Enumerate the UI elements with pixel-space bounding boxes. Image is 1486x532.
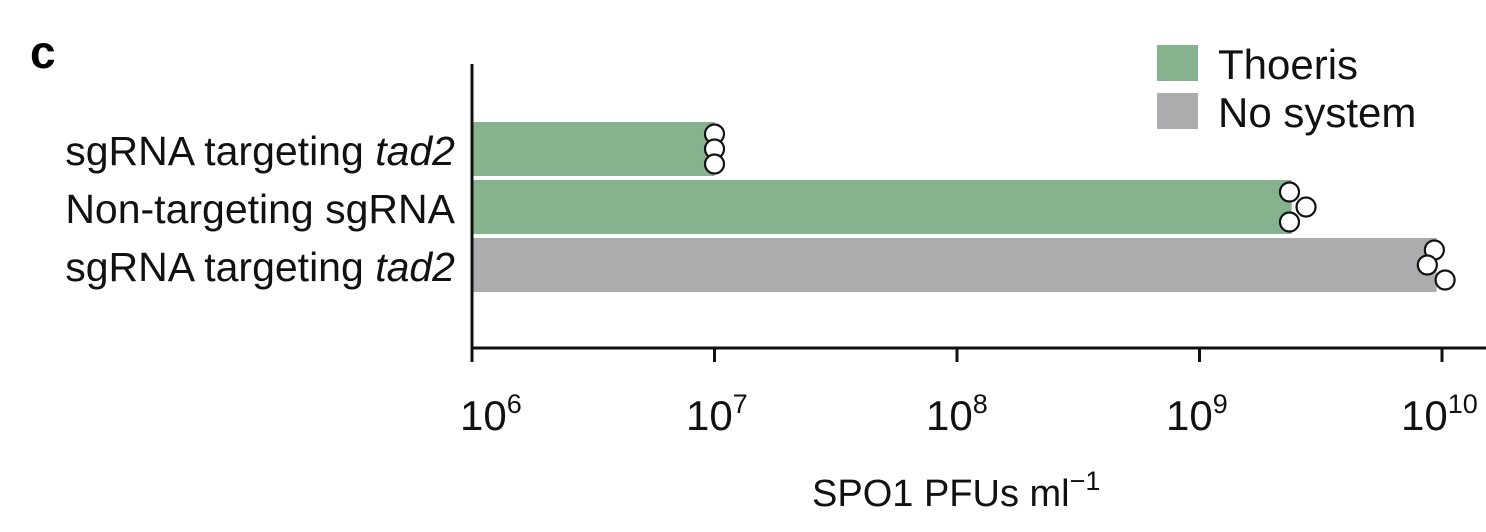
data-point bbox=[1416, 254, 1438, 276]
category-label: Non-targeting sgRNA bbox=[65, 186, 455, 232]
x-tick-labels: 106 107 108 109 1010 bbox=[460, 389, 1478, 439]
data-point bbox=[1278, 211, 1301, 233]
category-label: sgRNA targeting tad2 bbox=[65, 244, 455, 290]
x-tick-label: 107 bbox=[686, 389, 748, 439]
x-tick-label: 1010 bbox=[1401, 389, 1478, 439]
legend: Thoeris No system bbox=[1157, 41, 1416, 136]
bars bbox=[472, 122, 1437, 292]
legend-label-no-system: No system bbox=[1218, 89, 1416, 136]
bar bbox=[472, 238, 1437, 292]
legend-swatch-thoeris bbox=[1157, 45, 1198, 81]
data-point bbox=[1295, 196, 1317, 218]
legend-swatch-no-system bbox=[1157, 93, 1198, 129]
category-labels: sgRNA targeting tad2 Non-targeting sgRNA… bbox=[65, 128, 455, 290]
bar bbox=[472, 122, 715, 176]
category-label: sgRNA targeting tad2 bbox=[65, 128, 455, 174]
replicate-points bbox=[703, 123, 1456, 291]
data-point bbox=[1278, 181, 1301, 203]
bar bbox=[472, 180, 1292, 234]
x-tick-label: 109 bbox=[1166, 389, 1228, 439]
data-point bbox=[1434, 269, 1456, 291]
x-axis-title: SPO1 PFUs ml−1 bbox=[812, 466, 1100, 515]
legend-label-thoeris: Thoeris bbox=[1218, 41, 1358, 88]
x-tick-label: 106 bbox=[460, 389, 522, 439]
panel-label: c bbox=[30, 26, 56, 78]
x-tick-label: 108 bbox=[926, 389, 988, 439]
data-point bbox=[703, 153, 726, 175]
